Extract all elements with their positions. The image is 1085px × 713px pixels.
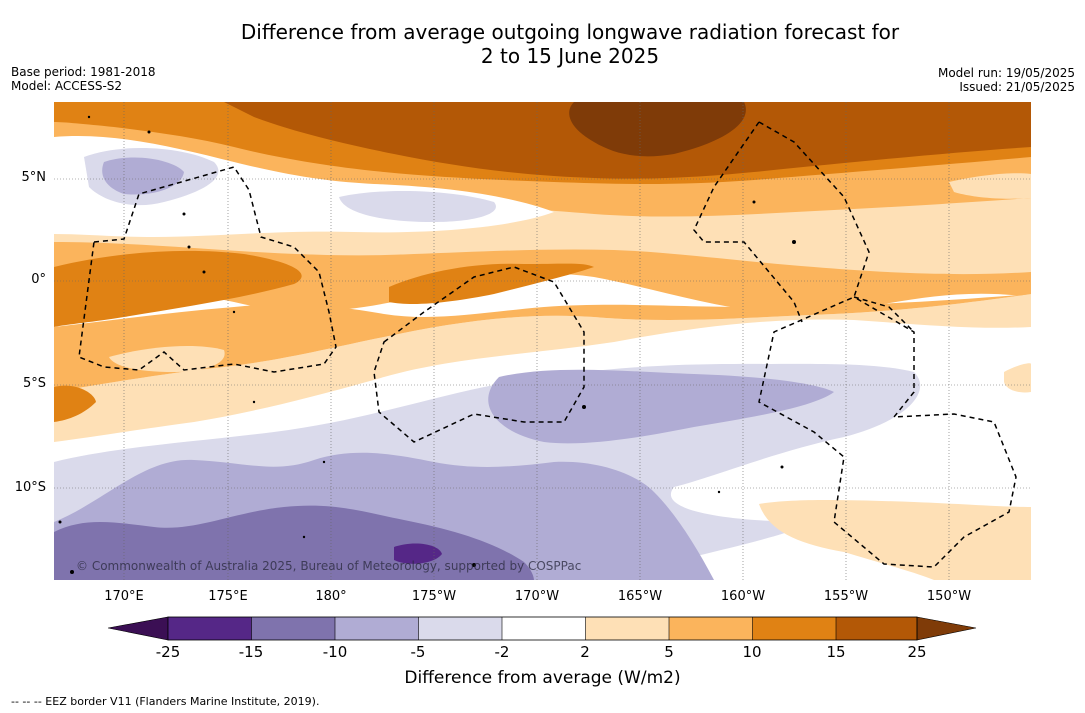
cbar-seg-p15-25 bbox=[836, 617, 917, 640]
model-info: Base period: 1981-2018 Model: ACCESS-S2 bbox=[11, 65, 156, 93]
band-p2-5-se bbox=[759, 500, 1031, 580]
band-m5-m2-north2 bbox=[339, 190, 496, 222]
title-line-2: 2 to 15 June 2025 bbox=[480, 44, 660, 68]
cbar-tick: 15 bbox=[826, 643, 846, 661]
band-m10-m5-center bbox=[488, 369, 834, 444]
run-info: Model run: 19/05/2025 Issued: 21/05/2025 bbox=[938, 66, 1075, 94]
cbar-seg-m2-2 bbox=[502, 617, 586, 640]
cbar-tick: 25 bbox=[907, 643, 927, 661]
map-area bbox=[54, 102, 1031, 580]
cbar-tick: 10 bbox=[742, 643, 762, 661]
band-gt25-north bbox=[569, 102, 746, 157]
band-p10-15-west bbox=[54, 250, 302, 327]
model-run-text: Model run: 19/05/2025 bbox=[937, 66, 1075, 80]
lon-label-175e: 175°E bbox=[208, 589, 248, 604]
cbar-tick: -25 bbox=[155, 643, 181, 661]
colorbar bbox=[108, 616, 977, 641]
cbar-seg-p2-5 bbox=[585, 617, 669, 640]
band-p2-5-east bbox=[1004, 363, 1031, 393]
cbar-tick: 2 bbox=[580, 643, 590, 661]
cbar-seg-lt-m25 bbox=[108, 616, 169, 641]
lon-label-165w: 165°W bbox=[617, 589, 663, 604]
cbar-tick: -15 bbox=[238, 643, 264, 661]
cbar-seg-m5-m2 bbox=[418, 617, 502, 640]
lon-label-170w: 170°W bbox=[514, 589, 560, 604]
chart-title: Difference from average outgoing longwav… bbox=[0, 20, 1085, 68]
lon-label-155w: 155°W bbox=[823, 589, 869, 604]
colorbar-label: Difference from average (W/m2) bbox=[404, 668, 681, 688]
base-period-text: Base period: 1981-2018 bbox=[11, 65, 156, 79]
grid-lines bbox=[54, 102, 1031, 580]
cbar-seg-m25-m15 bbox=[168, 617, 252, 640]
lon-label-160w: 160°W bbox=[720, 589, 766, 604]
band-p2-5-blob bbox=[109, 346, 225, 372]
lon-label-175w: 175°W bbox=[411, 589, 457, 604]
eez-borders bbox=[78, 121, 1017, 568]
issued-text: Issued: 21/05/2025 bbox=[959, 80, 1075, 94]
cbar-tick: -10 bbox=[322, 643, 348, 661]
cbar-tick: -5 bbox=[410, 643, 426, 661]
title-line-1: Difference from average outgoing longwav… bbox=[240, 20, 900, 44]
island-markers bbox=[58, 115, 796, 574]
band-m25-m15-blob bbox=[394, 543, 442, 564]
band-p5-10-south bbox=[54, 294, 1031, 392]
cbar-tick: -2 bbox=[494, 643, 510, 661]
cbar-seg-m10-m5 bbox=[335, 617, 419, 640]
lat-label-5n: 5°N bbox=[21, 170, 47, 185]
band-p2-5-south bbox=[54, 294, 1031, 442]
cbar-tick: 5 bbox=[664, 643, 674, 661]
eez-legend: -- -- -- EEZ border V11 (Flanders Marine… bbox=[11, 695, 320, 708]
cbar-seg-m15-m10 bbox=[251, 617, 335, 640]
cbar-seg-p5-10 bbox=[669, 617, 753, 640]
band-p10-15-sw bbox=[54, 385, 96, 422]
lon-label-170e: 170°E bbox=[104, 589, 144, 604]
band-m10-m5-north bbox=[102, 157, 184, 195]
olr-anomaly-map bbox=[54, 102, 1031, 580]
cbar-seg-p10-15 bbox=[752, 617, 836, 640]
lat-label-10s: 10°S bbox=[14, 480, 46, 495]
lon-label-180: 180° bbox=[315, 589, 347, 604]
band-p10-15-center bbox=[389, 263, 594, 305]
model-text: Model: ACCESS-S2 bbox=[11, 79, 123, 93]
lat-label-0: 0° bbox=[31, 272, 46, 287]
lon-label-150w: 150°W bbox=[926, 589, 972, 604]
band-p2-5-ne bbox=[949, 173, 1031, 199]
cbar-seg-gt25 bbox=[916, 616, 977, 641]
lat-label-5s: 5°S bbox=[22, 376, 46, 391]
copyright-notice: © Commonwealth of Australia 2025, Bureau… bbox=[76, 559, 582, 573]
